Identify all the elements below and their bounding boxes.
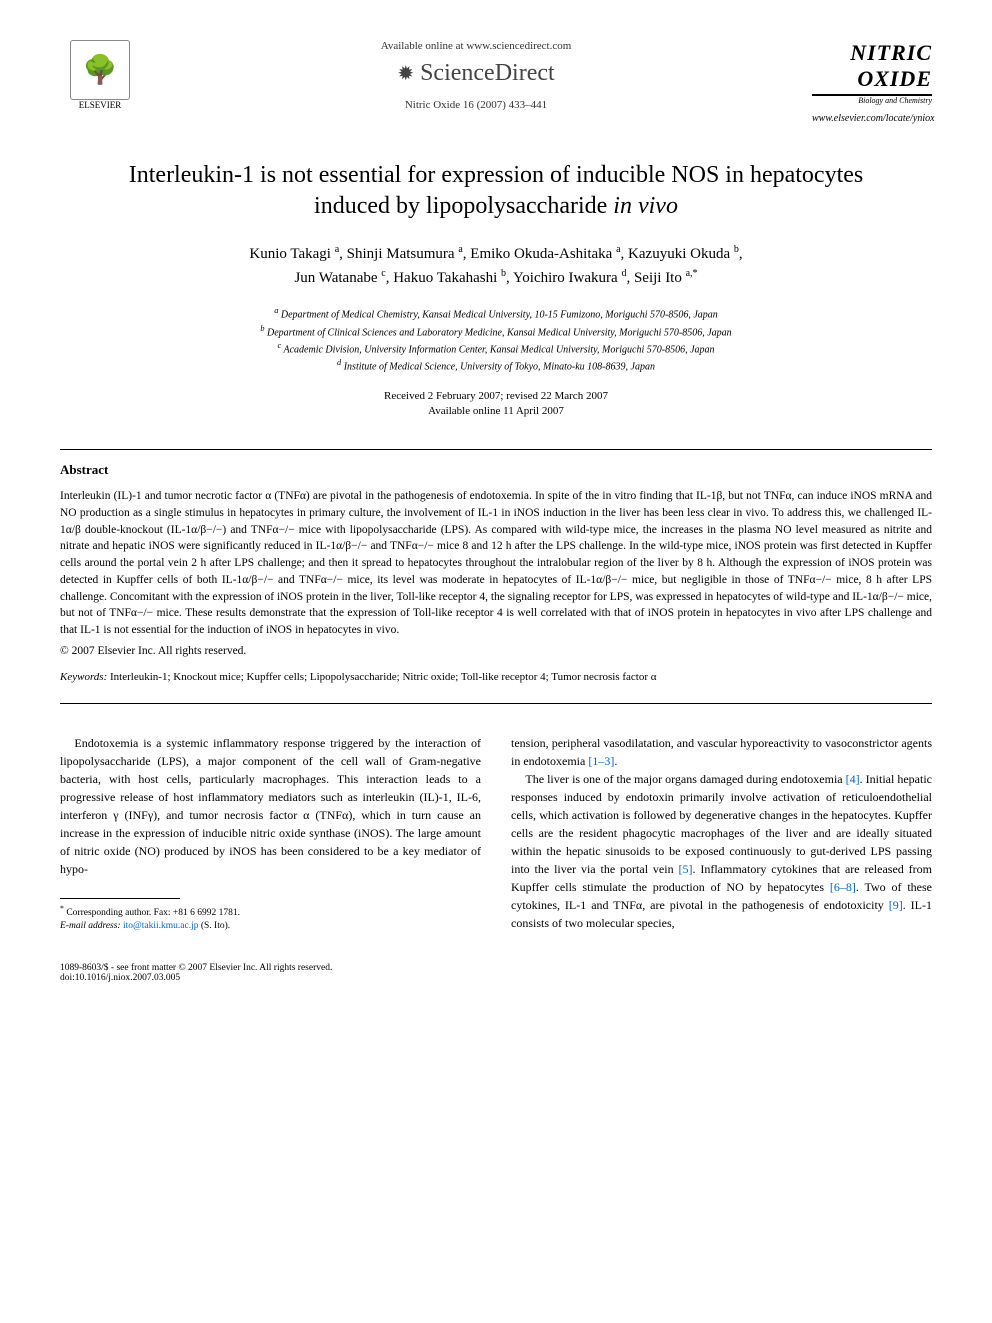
journal-url: www.elsevier.com/locate/yniox xyxy=(812,113,932,124)
sciencedirect-logo: ✹ ScienceDirect xyxy=(397,60,554,87)
footer-front-matter: 1089-8603/$ - see front matter © 2007 El… xyxy=(60,963,332,973)
body-para-2: The liver is one of the major organs dam… xyxy=(511,770,932,932)
lightbulb-icon: ✹ xyxy=(397,61,414,86)
email-link[interactable]: ito@takii.kmu.ac.jp xyxy=(123,921,199,931)
divider-bottom xyxy=(60,703,932,704)
elsevier-label: ELSEVIER xyxy=(79,100,122,110)
body-para-1-cont: tension, peripheral vasodilatation, and … xyxy=(511,734,932,770)
keywords: Keywords: Interleukin-1; Knockout mice; … xyxy=(60,671,932,683)
footnote-email: E-mail address: ito@takii.kmu.ac.jp (S. … xyxy=(60,920,481,933)
journal-tagline: Biology and Chemistry xyxy=(812,96,932,105)
elsevier-logo: 🌳 ELSEVIER xyxy=(60,40,140,130)
page-header: 🌳 ELSEVIER Available online at www.scien… xyxy=(60,40,932,130)
email-label: E-mail address: xyxy=(60,921,121,931)
ref-link-1-3[interactable]: [1–3] xyxy=(588,754,614,768)
ref-link-9[interactable]: [9] xyxy=(889,898,903,912)
divider-top xyxy=(60,449,932,450)
ref-link-4[interactable]: [4] xyxy=(846,772,860,786)
title-text: Interleukin-1 is not essential for expre… xyxy=(129,162,864,219)
article-title: Interleukin-1 is not essential for expre… xyxy=(100,160,892,222)
available-online-text: Available online at www.sciencedirect.co… xyxy=(140,40,812,52)
affiliation-c: c Academic Division, University Informat… xyxy=(60,340,932,357)
affiliation-a: a Department of Medical Chemistry, Kansa… xyxy=(60,305,932,322)
abstract-copyright: © 2007 Elsevier Inc. All rights reserved… xyxy=(60,645,932,657)
email-paren: (S. Ito). xyxy=(201,921,230,931)
column-right: tension, peripheral vasodilatation, and … xyxy=(511,734,932,934)
affiliation-b: b Department of Clinical Sciences and La… xyxy=(60,323,932,340)
footnote-separator xyxy=(60,898,180,899)
body-columns: Endotoxemia is a systemic inflammatory r… xyxy=(60,734,932,934)
abstract-heading: Abstract xyxy=(60,462,932,478)
footer-left: 1089-8603/$ - see front matter © 2007 El… xyxy=(60,963,332,983)
affiliations: a Department of Medical Chemistry, Kansa… xyxy=(60,305,932,374)
header-center: Available online at www.sciencedirect.co… xyxy=(140,40,812,111)
journal-citation: Nitric Oxide 16 (2007) 433–441 xyxy=(140,99,812,111)
keywords-text: Interleukin-1; Knockout mice; Kupffer ce… xyxy=(110,671,657,683)
journal-name-line2: OXIDE xyxy=(812,66,932,96)
body-para-1: Endotoxemia is a systemic inflammatory r… xyxy=(60,734,481,878)
footer-doi: doi:10.1016/j.niox.2007.03.005 xyxy=(60,973,332,983)
ref-link-6-8[interactable]: [6–8] xyxy=(830,880,856,894)
abstract-body: Interleukin (IL)-1 and tumor necrotic fa… xyxy=(60,488,932,638)
journal-logo-block: NITRIC OXIDE Biology and Chemistry www.e… xyxy=(812,40,932,124)
keywords-label: Keywords: xyxy=(60,671,107,683)
affiliation-d: d Institute of Medical Science, Universi… xyxy=(60,357,932,374)
footnote-corresponding: * Corresponding author. Fax: +81 6 6992 … xyxy=(60,903,481,920)
journal-name-line1: NITRIC xyxy=(812,40,932,66)
authors-list: Kunio Takagi a, Shinji Matsumura a, Emik… xyxy=(60,242,932,289)
elsevier-tree-icon: 🌳 xyxy=(70,40,130,100)
column-left: Endotoxemia is a systemic inflammatory r… xyxy=(60,734,481,934)
article-dates: Received 2 February 2007; revised 22 Mar… xyxy=(60,389,932,420)
online-date: Available online 11 April 2007 xyxy=(60,404,932,419)
received-date: Received 2 February 2007; revised 22 Mar… xyxy=(60,389,932,404)
sciencedirect-text: ScienceDirect xyxy=(420,60,555,87)
ref-link-5[interactable]: [5] xyxy=(678,862,692,876)
page-footer: 1089-8603/$ - see front matter © 2007 El… xyxy=(60,963,932,983)
